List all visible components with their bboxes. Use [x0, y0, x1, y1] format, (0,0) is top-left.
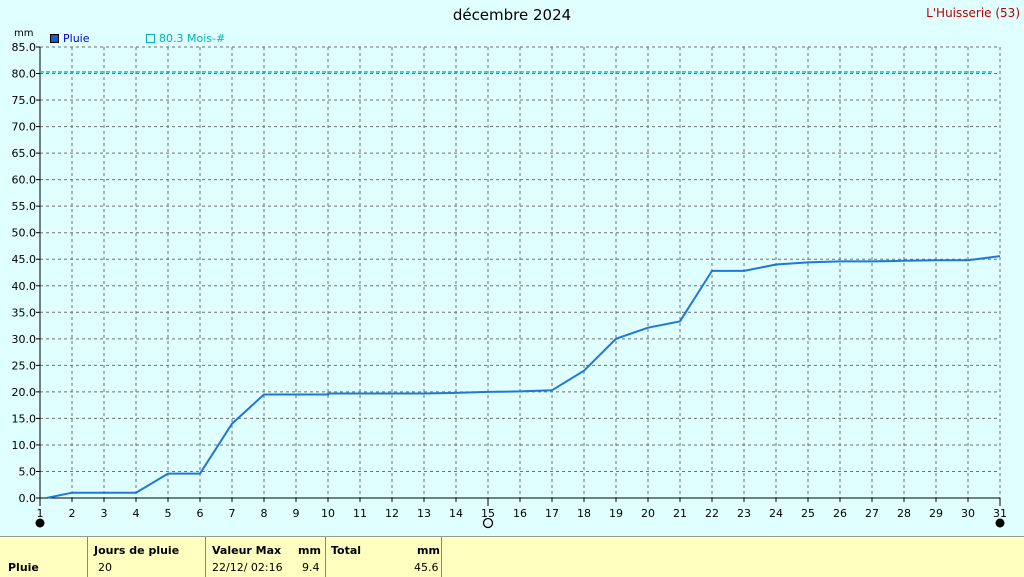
x-tick-label: 11 [353, 507, 367, 520]
x-tick-label: 19 [609, 507, 623, 520]
total-cell: Total mm 45.6 [326, 537, 442, 577]
legend-item-pluie[interactable]: Pluie [50, 32, 90, 45]
y-axis-tick-labels: 0.0 5.0 10.0 15.0 20.0 25.0 30.0 35.0 40.0 45.0 50… [12, 41, 37, 505]
x-tick-label: 9 [293, 507, 300, 520]
new-moon-icon [995, 518, 1005, 528]
x-tick-label: 1 [37, 507, 44, 520]
grid [40, 46, 1001, 498]
axes [36, 46, 1001, 502]
x-tick-label: 14 [449, 507, 463, 520]
x-tick-label: 6 [197, 507, 204, 520]
legend-label-pluie: Pluie [63, 32, 90, 45]
chart-title: décembre 2024 [452, 6, 572, 24]
y-tick-label: 5.0 [19, 465, 37, 478]
x-tick-label: 2 [69, 507, 76, 520]
x-tick-label: 16 [513, 507, 527, 520]
x-tick-label: 28 [897, 507, 911, 520]
y-tick-label: 50.0 [12, 227, 37, 240]
station-name: L'Huisserie (53) [926, 6, 1020, 20]
total-value: 45.6 [414, 561, 439, 574]
rain-days-cell: Jours de pluie 20 [88, 537, 206, 577]
max-unit: mm [298, 544, 321, 557]
y-tick-label: 70.0 [12, 121, 37, 134]
x-tick-label: 4 [133, 507, 140, 520]
legend-item-reference[interactable]: 80.3 Mois-# [146, 32, 225, 45]
y-tick-label: 10.0 [12, 439, 37, 452]
max-date: 22/12/ 02:16 [212, 561, 283, 574]
total-unit: mm [417, 544, 440, 557]
x-tick-label: 26 [833, 507, 847, 520]
moon-phase-group [35, 498, 1005, 529]
y-tick-label: 15.0 [12, 412, 37, 425]
max-value-cell: Valeur Max mm 22/12/ 02:16 9.4 [206, 537, 326, 577]
x-tick-label: 3 [101, 507, 108, 520]
legend-swatch-reference [146, 34, 155, 43]
x-tick-label: 27 [865, 507, 879, 520]
x-tick-label: 18 [577, 507, 591, 520]
x-tick-label: 17 [545, 507, 559, 520]
total-header: Total [331, 544, 362, 557]
x-tick-label: 22 [705, 507, 719, 520]
x-axis-tick-labels: 1 2 3 4 5 6 7 8 9 10 11 12 13 14 15 16 17 18 19 20 21 22 23 24 2… [37, 507, 1008, 520]
max-header: Valeur Max [212, 544, 282, 557]
new-moon-icon [35, 518, 45, 528]
x-tick-label: 15 [481, 507, 495, 520]
rain-chart: 0.0 5.0 10.0 15.0 20.0 25.0 30.0 35.0 40.0 45.0 50… [12, 41, 1008, 529]
y-tick-label: 85.0 [12, 41, 37, 54]
rain-days-header: Jours de pluie [94, 544, 180, 557]
y-tick-label: 20.0 [12, 386, 37, 399]
full-moon-icon [482, 517, 494, 529]
y-tick-label: 35.0 [12, 306, 37, 319]
y-tick-label: 0.0 [19, 492, 37, 505]
x-tick-label: 10 [321, 507, 335, 520]
x-tick-label: 21 [673, 507, 687, 520]
summary-table: Pluie Jours de pluie 20 Valeur Max mm 22… [0, 536, 1024, 577]
legend-swatch-pluie [50, 34, 59, 43]
y-tick-label: 60.0 [12, 174, 37, 187]
x-tick-label: 5 [165, 507, 172, 520]
x-tick-label: 23 [737, 507, 751, 520]
summary-row-label: Pluie [8, 561, 39, 574]
y-tick-label: 30.0 [12, 333, 37, 346]
x-tick-label: 25 [801, 507, 815, 520]
max-value: 9.4 [302, 561, 320, 574]
y-tick-label: 75.0 [12, 94, 37, 107]
legend-label-reference: 80.3 Mois-# [159, 32, 226, 45]
x-tick-label: 24 [769, 507, 783, 520]
x-tick-label: 7 [229, 507, 236, 520]
summary-row-label-cell: Pluie [0, 537, 88, 577]
x-tick-label: 29 [929, 507, 943, 520]
y-tick-label: 45.0 [12, 253, 37, 266]
y-tick-label: 55.0 [12, 200, 37, 213]
x-tick-label: 31 [993, 507, 1007, 520]
x-tick-label: 20 [641, 507, 655, 520]
y-tick-label: 80.0 [12, 68, 37, 81]
y-tick-label: 65.0 [12, 147, 37, 160]
y-tick-label: 40.0 [12, 280, 37, 293]
y-tick-label: 25.0 [12, 359, 37, 372]
x-tick-label: 8 [261, 507, 268, 520]
x-tick-label: 30 [961, 507, 975, 520]
x-tick-label: 12 [385, 507, 399, 520]
rain-days-value: 20 [98, 561, 112, 574]
x-tick-label: 13 [417, 507, 431, 520]
rain-series-line [46, 255, 1001, 499]
rain-series-group [46, 255, 1001, 499]
y-axis-unit: mm [14, 28, 34, 39]
